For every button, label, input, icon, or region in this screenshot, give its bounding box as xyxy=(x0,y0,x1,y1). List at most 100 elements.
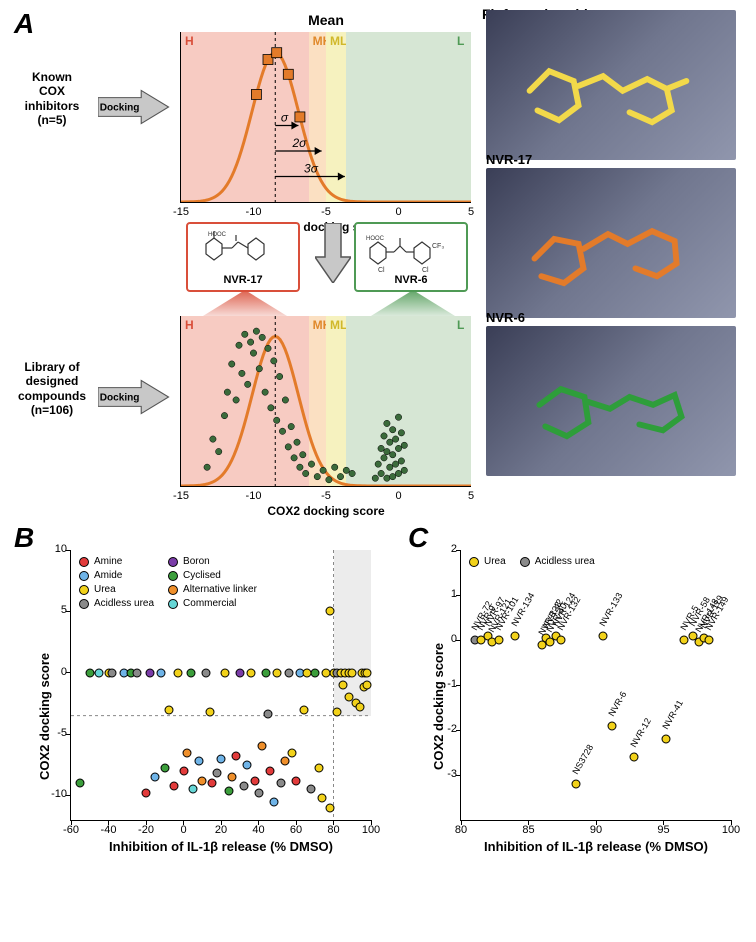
data-point xyxy=(250,776,259,785)
svg-text:2σ: 2σ xyxy=(291,136,307,150)
data-point xyxy=(151,773,160,782)
data-point xyxy=(232,752,241,761)
data-point xyxy=(292,776,301,785)
data-point xyxy=(494,636,503,645)
xtick: -5 xyxy=(321,490,331,502)
xtick: -5 xyxy=(321,206,331,218)
svg-text:HOOC: HOOC xyxy=(208,232,227,238)
panel-b-scatter: COX2 docking score Inhibition of IL-1β r… xyxy=(70,550,371,821)
xtick: -20 xyxy=(138,824,154,836)
data-point xyxy=(325,607,334,616)
xtick: 95 xyxy=(657,824,669,836)
data-point xyxy=(220,668,229,677)
xtick: -40 xyxy=(101,824,117,836)
ytick: 5 xyxy=(47,604,67,616)
svg-text:CF₃: CF₃ xyxy=(432,243,444,250)
data-point xyxy=(288,748,297,757)
data-point xyxy=(188,785,197,794)
data-point xyxy=(511,631,520,640)
docking-render-flufenamic xyxy=(486,10,736,160)
xtick: 85 xyxy=(522,824,534,836)
data-point xyxy=(263,710,272,719)
panel-a-label: A xyxy=(14,8,34,40)
data-point xyxy=(235,668,244,677)
svg-text:3σ: 3σ xyxy=(304,162,319,176)
data-point xyxy=(355,703,364,712)
docking-render-nvr17: NVR-17 xyxy=(486,168,736,318)
data-point xyxy=(157,668,166,677)
data-point xyxy=(217,754,226,763)
panel-a-left: Known COX inhibitors (n=5) Docking Mean … xyxy=(50,10,470,500)
data-point xyxy=(310,668,319,677)
xtick: 5 xyxy=(468,206,474,218)
svg-text:HOOC: HOOC xyxy=(366,236,385,242)
data-point xyxy=(277,779,286,788)
xtick: 100 xyxy=(362,824,380,836)
known-inhibitors-label: Known COX inhibitors (n=5) xyxy=(14,70,90,128)
ytick: 2 xyxy=(437,543,457,555)
hist2-x-title: COX2 docking score xyxy=(181,504,471,518)
data-point xyxy=(269,797,278,806)
data-point xyxy=(363,681,372,690)
svg-text:Cl: Cl xyxy=(378,267,385,274)
mean-label: Mean xyxy=(181,12,471,28)
data-point xyxy=(348,668,357,677)
data-point xyxy=(299,705,308,714)
data-point xyxy=(95,668,104,677)
data-point xyxy=(187,668,196,677)
data-point xyxy=(108,668,117,677)
library-label: Library of designed compounds (n=106) xyxy=(14,360,90,418)
data-point xyxy=(205,708,214,717)
docking-arrow-2: Docking xyxy=(98,378,170,416)
ytick: 0 xyxy=(47,666,67,678)
data-point xyxy=(662,735,671,744)
data-point xyxy=(247,668,256,677)
xtick: -15 xyxy=(173,490,189,502)
xtick: 100 xyxy=(722,824,740,836)
ytick: 0 xyxy=(437,633,457,645)
xtick: 80 xyxy=(327,824,339,836)
panel-c-xtitle: Inhibition of IL-1β release (% DMSO) xyxy=(461,839,731,854)
data-point xyxy=(194,757,203,766)
data-point xyxy=(213,769,222,778)
xtick: 0 xyxy=(395,206,401,218)
data-point xyxy=(333,708,342,717)
data-point xyxy=(318,793,327,802)
xtick: 0 xyxy=(180,824,186,836)
panel-c-scatter: COX2 docking score Inhibition of IL-1β r… xyxy=(460,550,731,821)
xtick: -60 xyxy=(63,824,79,836)
svg-text:σ: σ xyxy=(281,111,289,125)
data-point xyxy=(228,773,237,782)
data-point xyxy=(571,780,580,789)
data-point xyxy=(284,668,293,677)
data-point xyxy=(160,764,169,773)
data-point xyxy=(338,681,347,690)
data-point xyxy=(629,753,638,762)
xtick: 0 xyxy=(395,490,401,502)
panel-c-ytitle: COX2 docking score xyxy=(431,643,446,770)
ytick: -2 xyxy=(437,723,457,735)
data-point xyxy=(145,668,154,677)
data-point xyxy=(142,789,151,798)
xtick: 40 xyxy=(252,824,264,836)
xtick: 80 xyxy=(455,824,467,836)
data-point xyxy=(254,789,263,798)
xtick: -15 xyxy=(173,206,189,218)
compound-nvr6-box: CF₃ Cl Cl HOOC NVR-6 xyxy=(354,222,468,292)
panel-c-label: C xyxy=(408,522,428,554)
data-point xyxy=(262,668,271,677)
panel-b-label: B xyxy=(14,522,34,554)
data-point xyxy=(202,668,211,677)
xtick: 60 xyxy=(290,824,302,836)
svg-text:Cl: Cl xyxy=(422,267,429,274)
data-point xyxy=(164,705,173,714)
ytick: 1 xyxy=(437,588,457,600)
data-point xyxy=(183,748,192,757)
data-point xyxy=(273,668,282,677)
down-arrow-icon xyxy=(315,223,351,283)
xtick: -10 xyxy=(246,206,262,218)
data-point xyxy=(307,785,316,794)
data-point xyxy=(85,668,94,677)
panel-b-xtitle: Inhibition of IL-1β release (% DMSO) xyxy=(71,839,371,854)
data-point xyxy=(224,786,233,795)
